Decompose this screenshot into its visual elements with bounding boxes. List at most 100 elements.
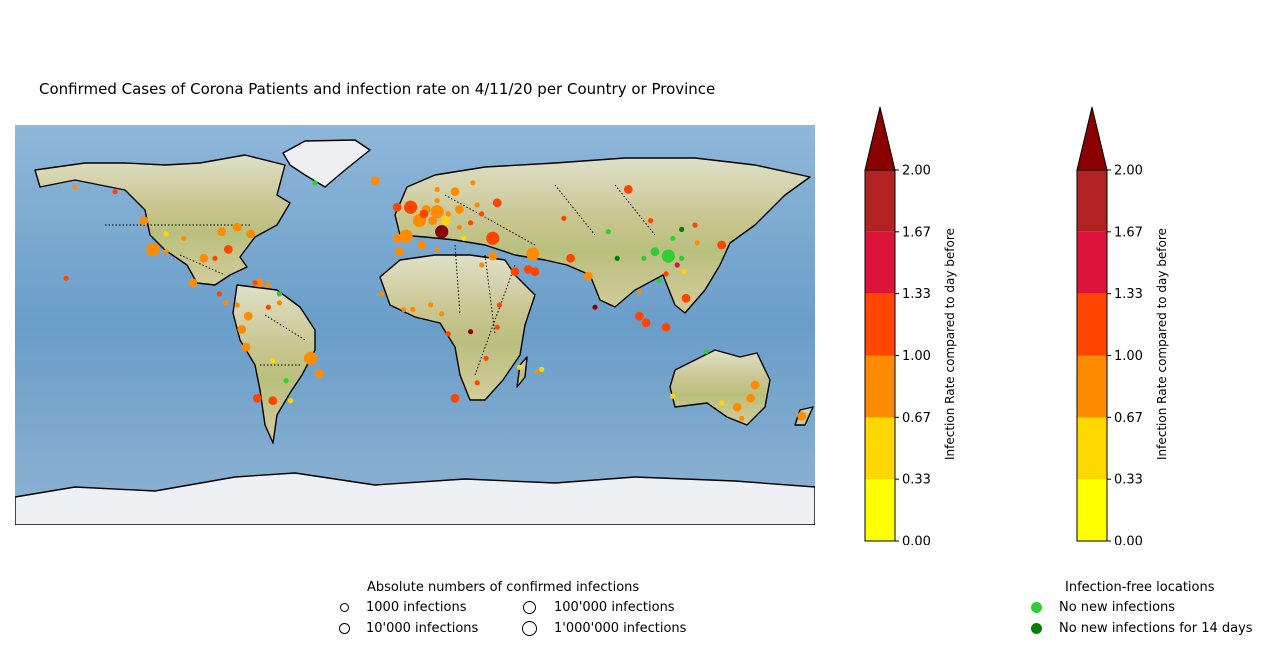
colorbar-segment (1077, 355, 1107, 418)
infection-point (661, 249, 675, 263)
colorbar-tick-label: 2.00 (902, 164, 931, 179)
infection-point (268, 396, 278, 405)
infection-point (650, 247, 660, 257)
world-map (15, 125, 815, 525)
colorbar-extend-arrow (864, 106, 896, 171)
free-legend-item: No new infections (1031, 600, 1175, 615)
infection-point (419, 209, 429, 219)
infection-point (670, 235, 676, 241)
infection-point (404, 200, 418, 214)
infection-point (614, 255, 620, 261)
australia (669, 349, 771, 426)
infection-point (315, 369, 324, 379)
infection-point (181, 235, 187, 241)
free-legend-title: Infection-free locations (1065, 580, 1215, 595)
infection-point (661, 322, 671, 332)
infection-point (496, 302, 502, 308)
colorbar-tick-label: 0.33 (902, 473, 931, 488)
infection-points (63, 176, 807, 421)
colorbar-tick-label: 0.67 (1114, 411, 1143, 426)
colorbar-tick-label: 1.00 (1114, 349, 1143, 364)
infection-point (63, 275, 69, 281)
colorbar-segment (865, 293, 895, 356)
infection-point (681, 293, 691, 303)
infection-point (312, 180, 318, 186)
colorbar-segment (1077, 293, 1107, 356)
infection-point (510, 267, 520, 277)
size-legend-item: 100'000 infections (522, 600, 675, 615)
colorbar-tick-label: 1.67 (1114, 225, 1143, 240)
colorbar-segment (1077, 231, 1107, 294)
infection-point (434, 186, 440, 192)
infection-point (265, 304, 271, 310)
colorbar-extend-arrow (1076, 106, 1108, 171)
colorbar-segment (865, 231, 895, 294)
infection-point (234, 302, 240, 308)
infection-point (479, 262, 485, 268)
infection-point (468, 220, 474, 226)
infection-point (112, 189, 118, 195)
antarctica (15, 472, 815, 525)
colorbar-segment (865, 355, 895, 418)
map-canvas (15, 125, 815, 525)
size-legend-title: Absolute numbers of confirmed infections (367, 580, 640, 595)
infection-point (445, 211, 451, 217)
circle-small-icon (340, 603, 349, 612)
infection-point (223, 245, 233, 254)
infection-point (450, 393, 460, 403)
green-dot-icon (1031, 602, 1042, 613)
infection-point (636, 289, 643, 295)
infection-point (516, 364, 522, 370)
infection-point (592, 304, 598, 310)
infection-point (241, 342, 251, 352)
infection-point (523, 265, 533, 274)
madagascar (516, 356, 528, 388)
infection-point (188, 278, 198, 288)
infection-point (679, 255, 685, 261)
infection-point (488, 251, 498, 261)
colorbar-tick-label: 1.67 (902, 225, 931, 240)
colorbar-tick-label: 0.33 (1114, 473, 1143, 488)
infection-point (163, 231, 169, 237)
dark-green-dot-icon (1031, 623, 1042, 634)
colorbar-2-svg: 0.00 0.33 0.67 1.00 1.33 1.67 2.00 (1076, 106, 1143, 550)
colorbar-2: 0.00 0.33 0.67 1.00 1.33 1.67 2.00 Infection R… (1072, 105, 1192, 550)
infection-point (392, 233, 402, 243)
infection-point (237, 325, 247, 334)
greenland (282, 139, 371, 188)
infection-point (732, 402, 742, 412)
infection-point (243, 311, 253, 321)
colorbar-tick-label: 0.67 (902, 411, 931, 426)
infection-point (674, 262, 680, 268)
colorbar-segment (1077, 170, 1107, 232)
infection-point (739, 415, 745, 421)
infection-point (717, 240, 727, 250)
circle-large-icon (522, 621, 537, 636)
colorbar-segment (865, 170, 895, 232)
chart-title: Confirmed Cases of Corona Patients and i… (39, 80, 716, 98)
infection-point (461, 235, 467, 241)
colorbar-tick-label: 1.33 (902, 287, 931, 302)
infection-point (428, 302, 434, 308)
size-legend: Absolute numbers of confirmed infections… (330, 578, 710, 644)
infection-point (276, 291, 282, 297)
infection-point (656, 278, 663, 284)
infection-point (641, 255, 647, 261)
infection-point (417, 240, 427, 250)
infection-point (401, 306, 407, 312)
infection-point (474, 380, 480, 386)
infection-point (492, 198, 502, 208)
colorbar-segment (865, 417, 895, 480)
infection-point (435, 225, 449, 239)
infection-point (434, 246, 440, 252)
infection-point (719, 400, 725, 406)
infection-point (288, 398, 294, 404)
infection-point (623, 185, 633, 194)
colorbar-1: 0.00 0.33 0.67 1.00 1.33 1.67 2.00 Infection R… (860, 105, 980, 550)
infection-point (139, 216, 149, 225)
infection-point (679, 226, 685, 232)
infection-point (434, 198, 440, 204)
free-legend-item: No new infections for 14 days (1031, 621, 1253, 636)
infection-point (252, 280, 258, 286)
size-legend-item: 1000 infections (337, 600, 466, 615)
